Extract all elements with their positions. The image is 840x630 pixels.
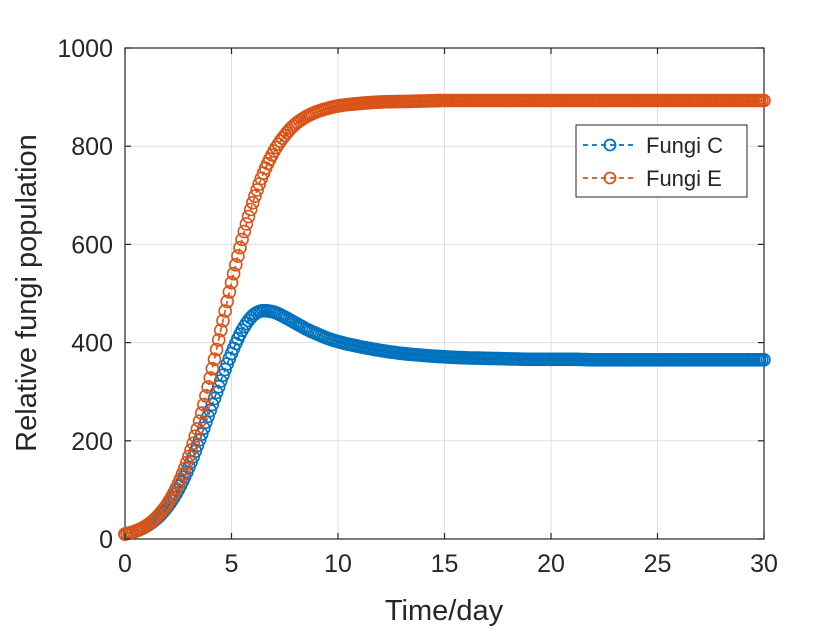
x-tick-label: 25 [644,550,672,578]
data-point [214,323,228,338]
data-point [237,224,252,239]
data-point [180,455,194,470]
data-point [241,209,256,224]
data-point [211,379,226,394]
legend: Fungi C Fungi E [575,124,748,198]
data-point [229,257,243,272]
data-point [250,183,264,197]
data-point [224,275,239,290]
data-point [199,389,213,403]
data-point [211,333,226,347]
y-tick-label: 600 [71,231,113,259]
legend-label-fungi-e: Fungi E [646,166,722,191]
series-fungi-e [118,93,771,541]
y-axis-title: Relative fungi population [11,134,43,452]
x-tick-label: 0 [118,550,132,578]
y-tick-label: 200 [71,428,113,456]
x-tick-label: 10 [324,550,352,578]
legend-entry-fungi-e: Fungi E [583,166,722,191]
data-point [757,352,771,367]
legend-label-fungi-c: Fungi C [646,133,723,158]
data-point [197,397,211,412]
data-point [209,342,224,357]
data-point [205,397,220,412]
legend-swatch-marker-fungi-c [603,138,617,152]
data-point [226,266,241,281]
y-tick-label: 400 [71,330,113,358]
data-point [192,414,207,429]
data-point [177,461,192,476]
data-point [186,436,200,451]
legend-swatch-marker-fungi-e [603,171,617,185]
data-point [243,202,258,217]
y-tick-label: 1000 [57,35,113,63]
data-point [201,380,215,394]
data-point [184,443,198,457]
y-tick-label: 800 [71,133,113,161]
data-point [757,93,771,108]
x-tick-label: 15 [431,550,459,578]
data-point [205,361,220,376]
y-tick-label: 0 [99,526,113,554]
data-point [246,195,260,210]
data-point [216,313,230,328]
data-point [190,422,205,436]
x-tick-label: 30 [750,550,778,578]
grid [124,47,765,540]
data-point [188,429,203,444]
data-point [203,371,217,385]
data-point [231,249,245,263]
data-point [233,240,247,255]
x-axis-title: Time/day [385,595,504,627]
data-point [194,406,209,420]
data-point [248,189,262,203]
data-point [207,352,222,367]
legend-entry-fungi-c: Fungi C [583,133,723,158]
data-point [239,217,254,231]
data-point [160,496,175,511]
data-point [222,285,237,299]
data-point [218,304,232,318]
series-layer [118,93,771,541]
data-point [235,232,249,247]
data-point [220,294,234,309]
data-point [207,391,222,406]
legend-box [575,124,748,198]
x-tick-label: 5 [225,550,239,578]
data-point [182,449,196,464]
x-tick-label: 20 [537,550,565,578]
tick-layer: 0 5 10 15 20 25 30 0 200 400 600 800 1000 [57,35,778,578]
